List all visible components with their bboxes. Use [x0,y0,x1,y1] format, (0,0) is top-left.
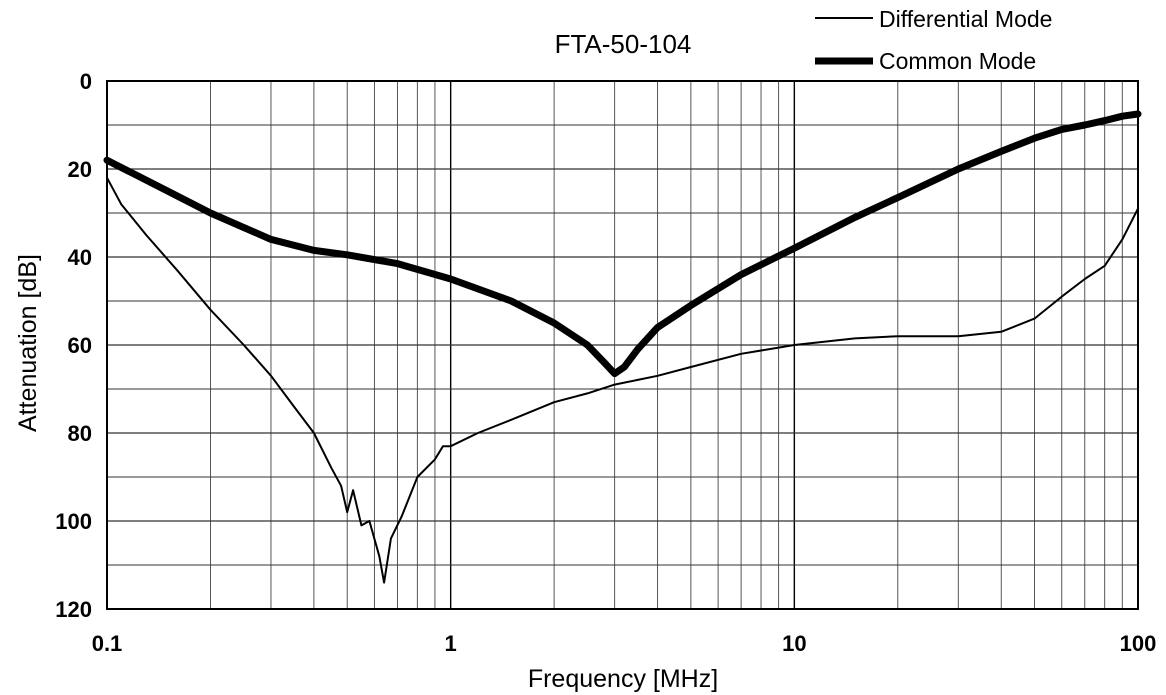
y-tick-label: 120 [55,597,92,622]
x-tick-label: 1 [445,631,457,656]
x-axis-ticks: 0.1 1 10 100 [92,631,1157,656]
major-grid [107,81,1138,609]
x-tick-label: 10 [782,631,806,656]
x-tick-label: 0.1 [92,631,123,656]
y-tick-label: 40 [68,245,92,270]
y-axis-ticks: 0 20 40 60 80 100 120 [55,69,92,622]
plot-area-frame [106,80,1139,610]
y-tick-label: 60 [68,333,92,358]
legend: Differential Mode Common Mode [815,6,1052,74]
y-tick-label: 0 [80,69,92,94]
y-tick-label: 20 [68,157,92,182]
y-tick-label: 80 [68,421,92,446]
common-mode-line [103,110,1142,378]
legend-common-label: Common Mode [879,48,1036,74]
x-tick-label: 100 [1120,631,1157,656]
y-axis-label: Attenuation [dB] [14,254,42,432]
x-axis-label: Frequency [MHz] [528,665,718,693]
y-tick-label: 100 [55,509,92,534]
chart-title: FTA-50-104 [555,29,692,59]
legend-differential-label: Differential Mode [879,6,1052,32]
series-layer [103,110,1142,584]
differential-mode-line [106,176,1139,584]
